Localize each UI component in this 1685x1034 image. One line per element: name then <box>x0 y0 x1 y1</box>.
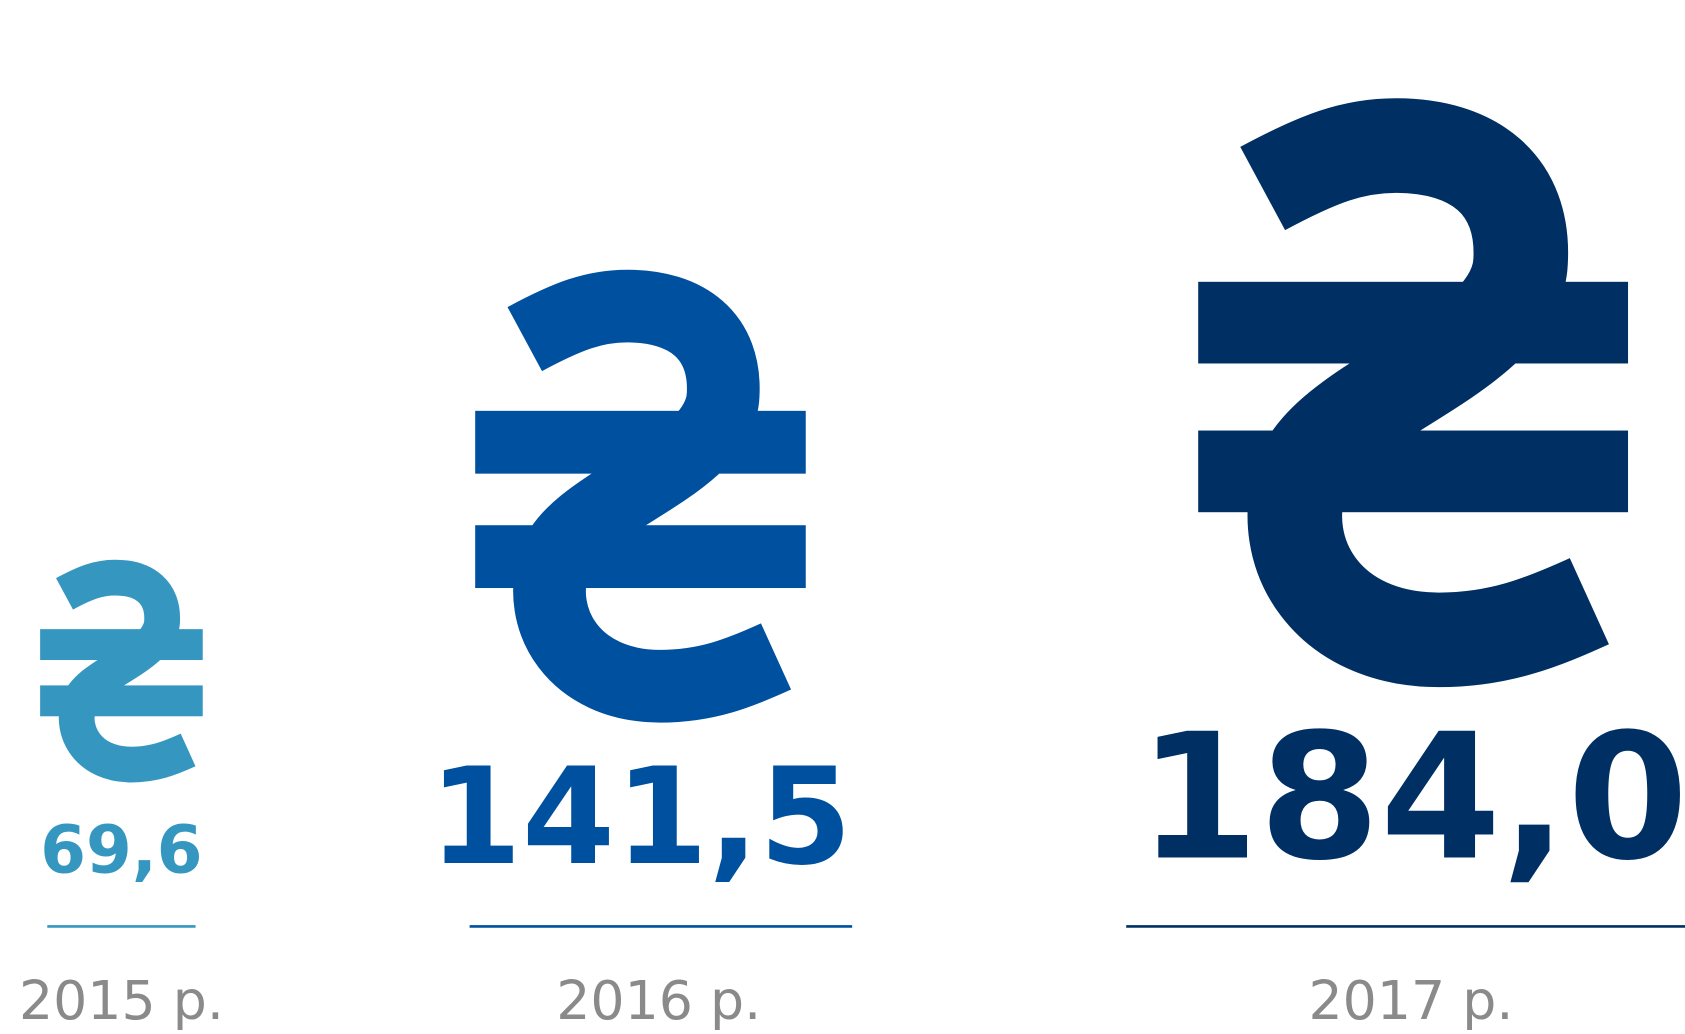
year-label: 2015 р. <box>19 969 224 1032</box>
value-label: 141,5 <box>429 739 852 895</box>
symbol-curve <box>1240 98 1609 688</box>
symbol-curve <box>507 269 792 723</box>
year-label: 2017 р. <box>1308 969 1513 1032</box>
year-label: 2016 р. <box>556 969 761 1032</box>
symbol-curve <box>56 559 196 783</box>
hryvnia-symbol <box>1198 98 1629 688</box>
hryvnia-symbol <box>40 559 203 783</box>
hryvnia-symbol <box>475 269 806 723</box>
value-label: 184,0 <box>1138 697 1685 900</box>
value-label: 69,6 <box>40 811 202 888</box>
